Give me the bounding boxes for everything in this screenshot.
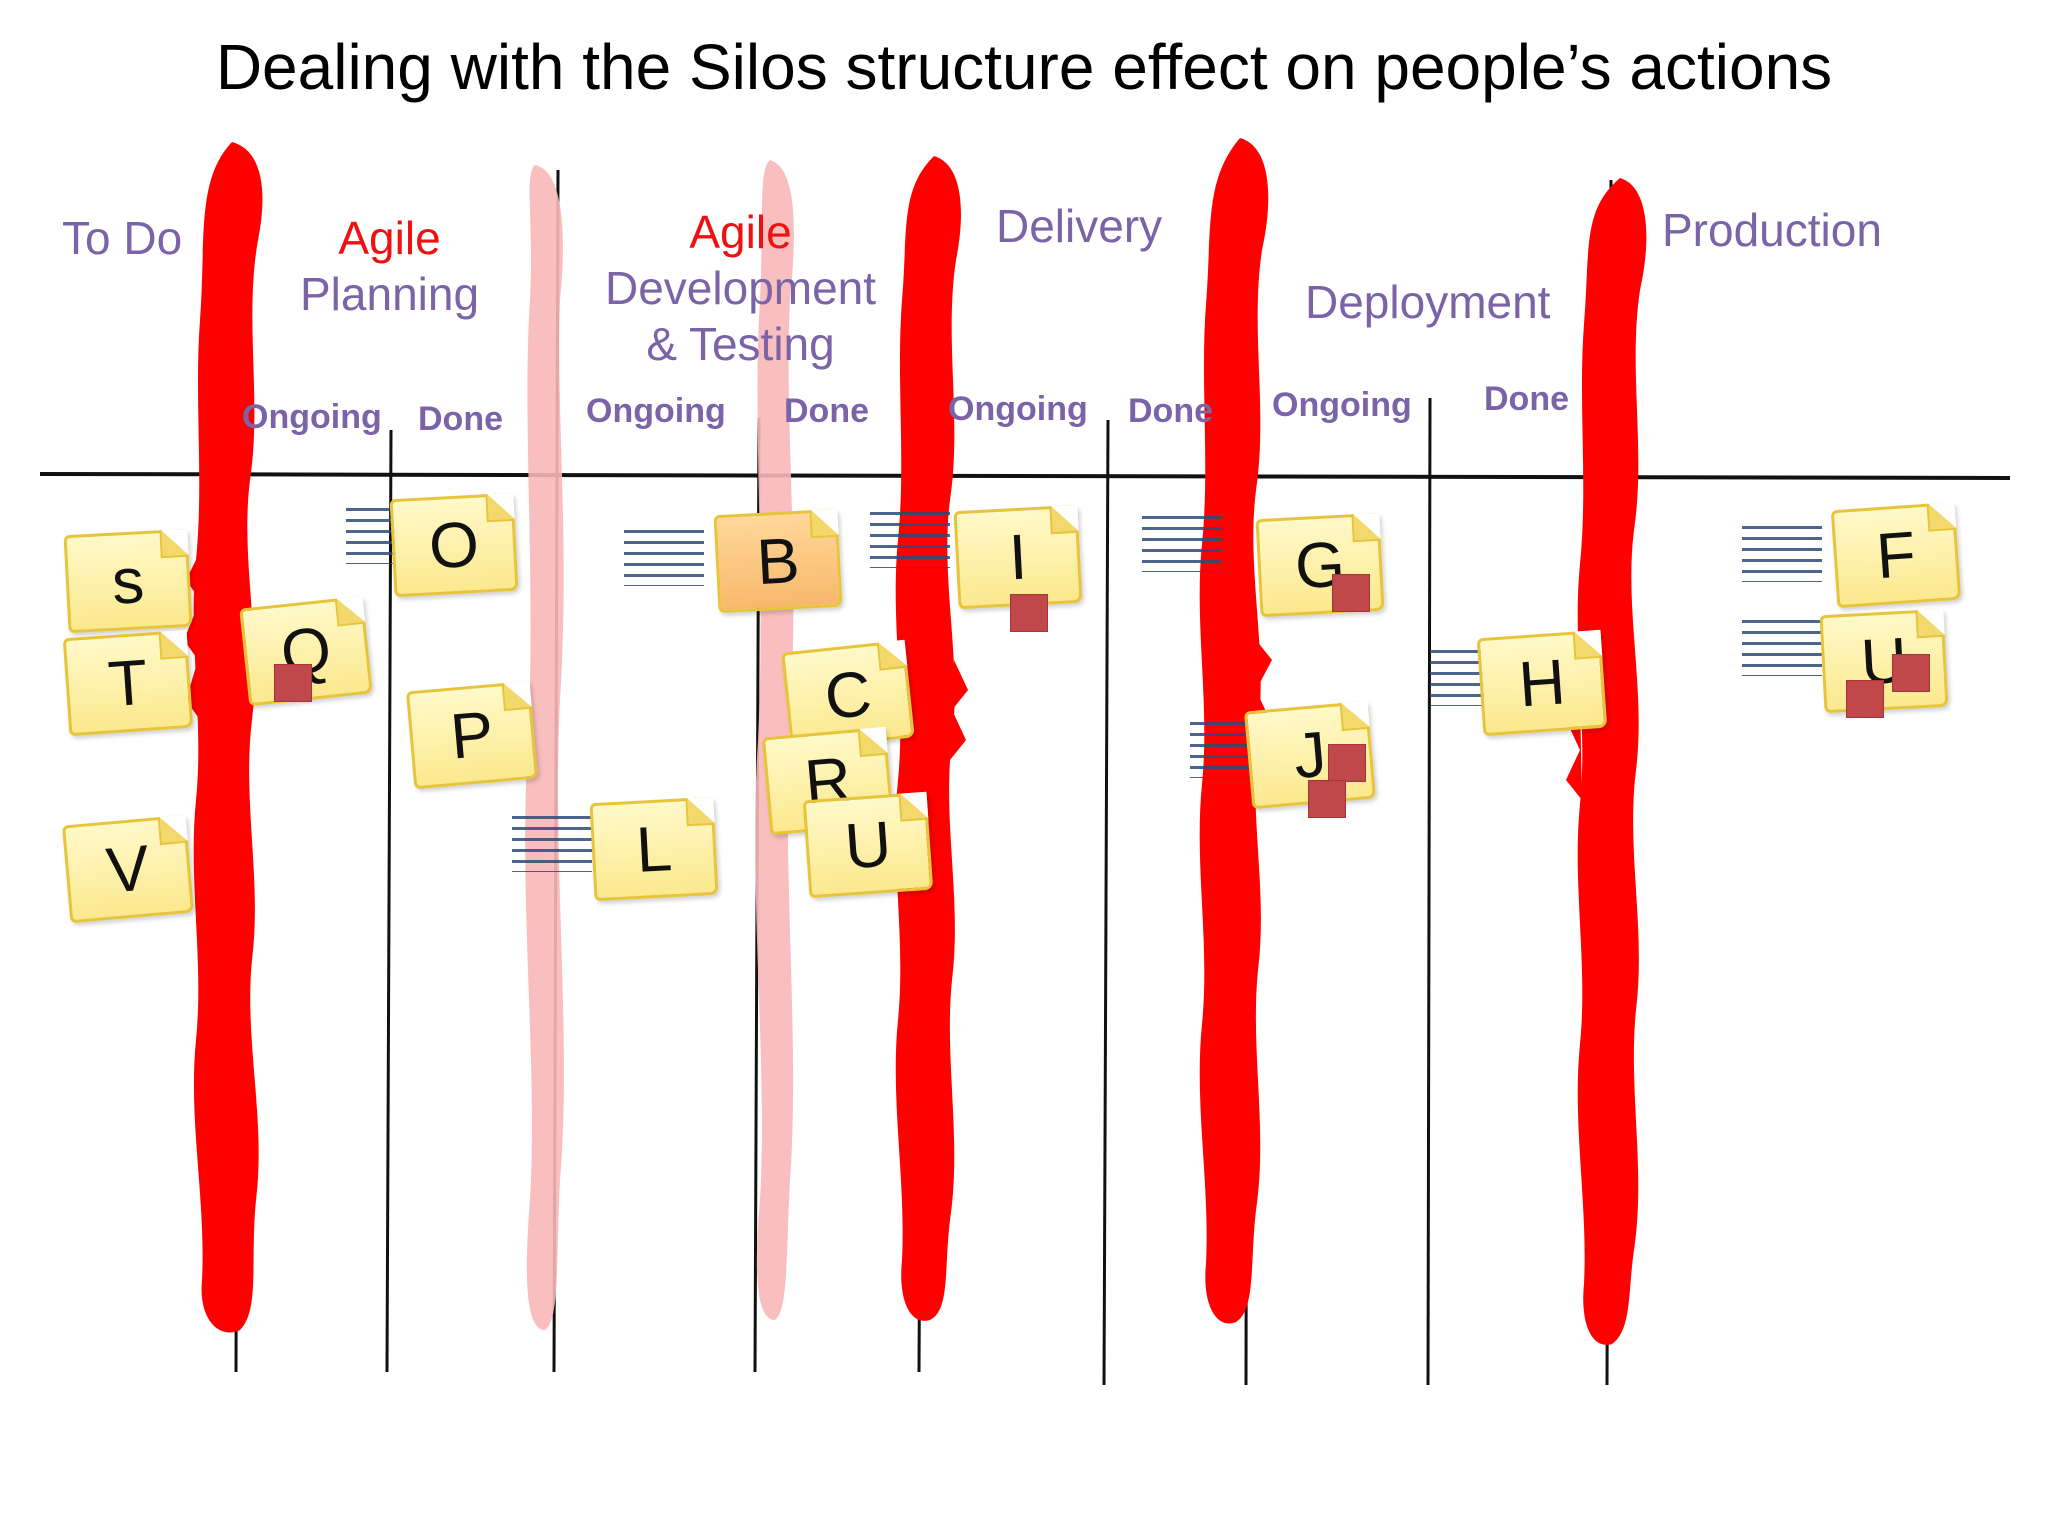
motion-lines [1142, 516, 1222, 572]
silo-wall-1-rough [184, 560, 200, 720]
blocker-marker [1892, 654, 1930, 692]
heading-development-line2: & Testing [646, 318, 835, 370]
blocker-marker [1010, 594, 1048, 632]
faded-silo-wall-1 [525, 165, 564, 1330]
heading-todo: To Do [62, 210, 182, 266]
heading-planning-label: Planning [300, 268, 480, 320]
silo-wall-4 [1577, 178, 1647, 1345]
heading-development: Agile Development & Testing [605, 204, 876, 372]
sub-planning-ongoing: Ongoing [242, 398, 382, 436]
heading-delivery: Delivery [996, 198, 1162, 254]
motion-lines [1742, 620, 1822, 676]
card-L[interactable]: L [589, 796, 719, 902]
sub-deploy-done: Done [1484, 380, 1569, 418]
card-B[interactable]: B [713, 508, 843, 614]
silo-wall-1 [193, 142, 263, 1333]
heading-delivery-label: Delivery [996, 200, 1163, 252]
motion-lines [870, 512, 950, 568]
sub-delivery-done: Done [1128, 392, 1213, 430]
blocker-marker [1308, 780, 1346, 818]
silo-wall-2 [895, 156, 961, 1321]
silo-wall-2-rough [950, 660, 968, 760]
card-F[interactable]: F [1830, 501, 1962, 609]
heading-development-prefix: Agile [689, 206, 792, 258]
card-P[interactable]: P [405, 680, 539, 790]
blocker-marker [274, 664, 312, 702]
motion-lines [1742, 526, 1822, 582]
sub-planning-done: Done [418, 400, 503, 438]
blocker-marker [1332, 574, 1370, 612]
blocker-marker [1846, 680, 1884, 718]
card-U-dev[interactable]: U [802, 791, 934, 899]
page-title: Dealing with the Silos structure effect … [215, 31, 1833, 103]
sub-delivery-ongoing: Ongoing [948, 390, 1088, 428]
sub-dev-done: Done [784, 392, 869, 430]
heading-todo-label: To Do [62, 212, 183, 264]
card-V[interactable]: V [61, 814, 195, 924]
header-rule [39, 472, 2011, 480]
divider-delivery-sub [1102, 419, 1110, 1386]
sub-deploy-ongoing: Ongoing [1272, 386, 1412, 424]
heading-production: Production [1662, 202, 1882, 258]
heading-deployment: Deployment [1305, 274, 1550, 330]
motion-lines [512, 816, 592, 872]
motion-lines [624, 530, 704, 586]
heading-development-line1: Development [605, 262, 877, 314]
heading-deployment-label: Deployment [1305, 276, 1551, 328]
card-T[interactable]: T [62, 629, 194, 737]
card-H[interactable]: H [1476, 629, 1608, 737]
card-O[interactable]: O [389, 492, 519, 598]
divider-deploy-sub [1426, 397, 1432, 1386]
blocker-marker [1328, 744, 1366, 782]
heading-production-label: Production [1662, 204, 1882, 256]
heading-planning-prefix: Agile [338, 212, 441, 264]
sub-dev-ongoing: Ongoing [586, 392, 726, 430]
card-s[interactable]: s [63, 528, 193, 634]
divider-planning-sub [385, 429, 393, 1373]
heading-planning: Agile Planning [300, 210, 479, 322]
